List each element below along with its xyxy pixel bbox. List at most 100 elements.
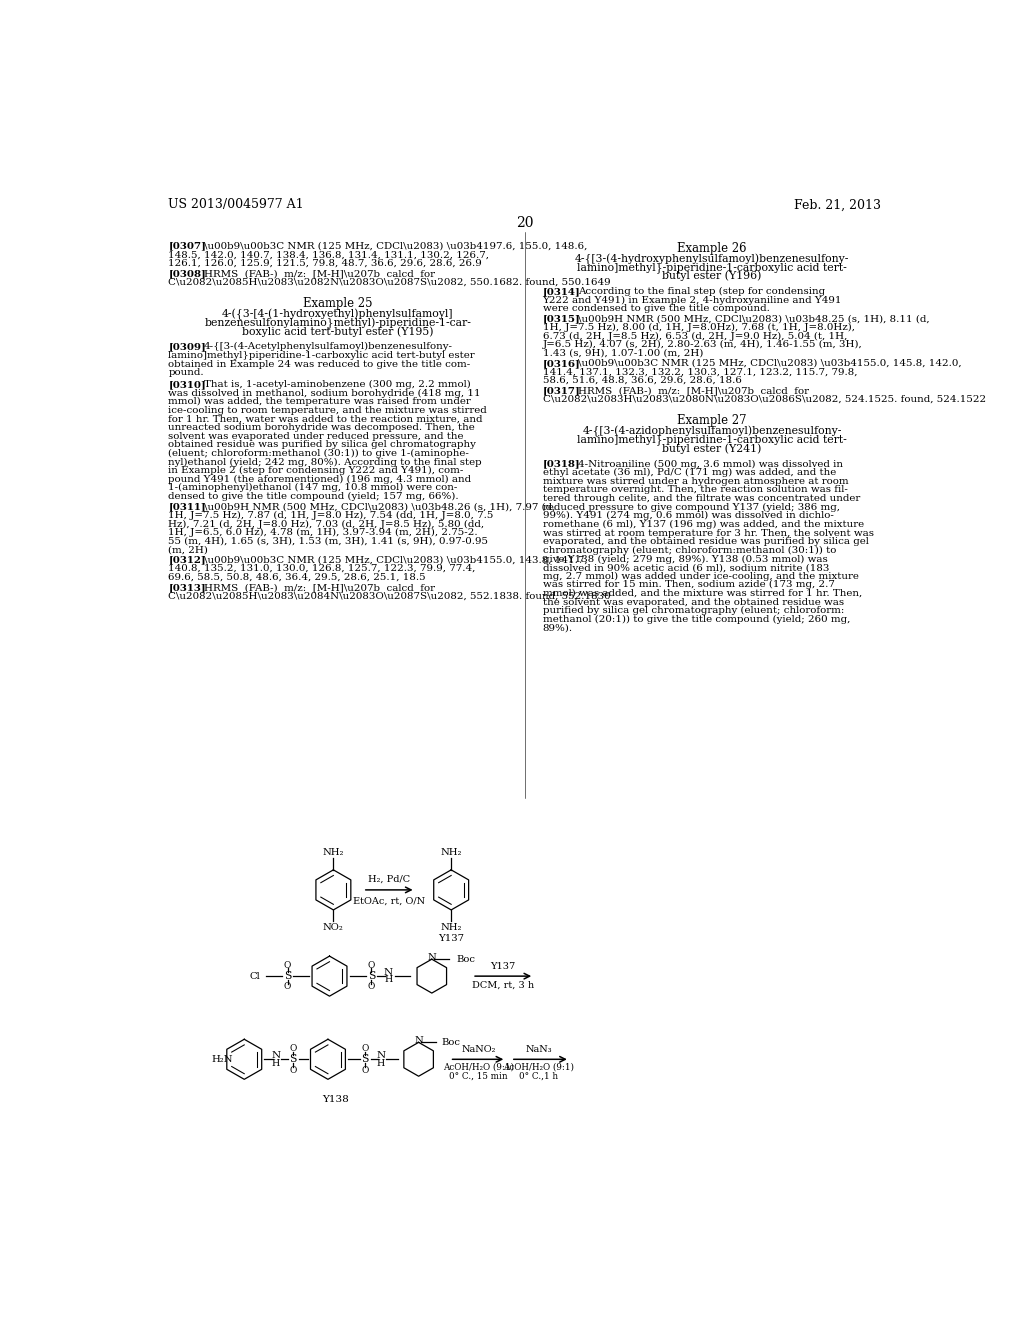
Text: reduced pressure to give compound Y137 (yield; 386 mg,: reduced pressure to give compound Y137 (… xyxy=(543,503,840,512)
Text: O: O xyxy=(284,961,292,970)
Text: 20: 20 xyxy=(516,216,534,230)
Text: AcOH/H₂O (9:1): AcOH/H₂O (9:1) xyxy=(443,1063,514,1072)
Text: chromatography (eluent; chloroform:methanol (30:1)) to: chromatography (eluent; chloroform:metha… xyxy=(543,546,836,554)
Text: O: O xyxy=(361,1044,369,1053)
Text: O: O xyxy=(368,961,375,970)
Text: Example 26: Example 26 xyxy=(677,242,746,255)
Text: According to the final step (step for condensing: According to the final step (step for co… xyxy=(579,286,825,296)
Text: AcOH/H₂O (9:1): AcOH/H₂O (9:1) xyxy=(503,1063,574,1072)
Text: H: H xyxy=(272,1059,281,1068)
Text: benzenesulfonylamino}methyl)-piperidine-1-car-: benzenesulfonylamino}methyl)-piperidine-… xyxy=(204,317,471,329)
Text: C\u2082\u2085H\u2083\u2084N\u2083O\u2087S\u2082, 552.1838. found, 552.1830: C\u2082\u2085H\u2083\u2084N\u2083O\u2087… xyxy=(168,591,611,601)
Text: (eluent; chloroform:methanol (30:1)) to give 1-(aminophe-: (eluent; chloroform:methanol (30:1)) to … xyxy=(168,449,469,458)
Text: the solvent was evaporated, and the obtained residue was: the solvent was evaporated, and the obta… xyxy=(543,598,844,607)
Text: romethane (6 ml), Y137 (196 mg) was added, and the mixture: romethane (6 ml), Y137 (196 mg) was adde… xyxy=(543,520,864,529)
Text: [0312]: [0312] xyxy=(168,556,206,565)
Text: in Example 2 (step for condensing Y222 and Y491), com-: in Example 2 (step for condensing Y222 a… xyxy=(168,466,464,475)
Text: pound.: pound. xyxy=(168,368,204,378)
Text: 69.6, 58.5, 50.8, 48.6, 36.4, 29.5, 28.6, 25.1, 18.5: 69.6, 58.5, 50.8, 48.6, 36.4, 29.5, 28.6… xyxy=(168,573,426,582)
Text: [0313]: [0313] xyxy=(168,583,206,591)
Text: Feb. 21, 2013: Feb. 21, 2013 xyxy=(795,198,882,211)
Text: purified by silica gel chromatography (eluent; chloroform:: purified by silica gel chromatography (e… xyxy=(543,606,844,615)
Text: was dissolved in methanol, sodium borohydride (418 mg, 11: was dissolved in methanol, sodium borohy… xyxy=(168,388,481,397)
Text: 1H, J=7.5 Hz), 7.87 (d, 1H, J=8.0 Hz), 7.54 (dd, 1H, J=8.0, 7.5: 1H, J=7.5 Hz), 7.87 (d, 1H, J=8.0 Hz), 7… xyxy=(168,511,494,520)
Text: That is, 1-acetyl-aminobenzene (300 mg, 2.2 mmol): That is, 1-acetyl-aminobenzene (300 mg, … xyxy=(204,380,471,389)
Text: S: S xyxy=(361,1055,369,1064)
Text: N: N xyxy=(271,1051,281,1060)
Text: 1H, J=6.5, 6.0 Hz), 4.78 (m, 1H), 3.97-3.94 (m, 2H), 2.75-2.: 1H, J=6.5, 6.0 Hz), 4.78 (m, 1H), 3.97-3… xyxy=(168,528,478,537)
Text: S: S xyxy=(290,1055,297,1064)
Text: 6.73 (d, 2H, J=8.5 Hz), 6.53 (d, 2H, J=9.0 Hz), 5.04 (t, 1H,: 6.73 (d, 2H, J=8.5 Hz), 6.53 (d, 2H, J=9… xyxy=(543,331,847,341)
Text: [0316]: [0316] xyxy=(543,359,581,368)
Text: was stirred at room temperature for 3 hr. Then, the solvent was: was stirred at room temperature for 3 hr… xyxy=(543,528,873,537)
Text: pound Y491 (the aforementioned) (196 mg, 4.3 mmol) and: pound Y491 (the aforementioned) (196 mg,… xyxy=(168,475,471,484)
Text: H₂N: H₂N xyxy=(212,1055,233,1064)
Text: NaNO₂: NaNO₂ xyxy=(462,1045,496,1053)
Text: 4-{[3-(4-azidophenylsulfamoyl)benzenesulfony-: 4-{[3-(4-azidophenylsulfamoyl)benzenesul… xyxy=(583,426,842,437)
Text: 1-(aminophenyl)ethanol (147 mg, 10.8 mmol) were con-: 1-(aminophenyl)ethanol (147 mg, 10.8 mmo… xyxy=(168,483,458,492)
Text: solvent was evaporated under reduced pressure, and the: solvent was evaporated under reduced pre… xyxy=(168,432,464,441)
Text: butyl ester (Y241): butyl ester (Y241) xyxy=(663,444,762,454)
Text: 4-{[3-(4-Acetylphenylsulfamoyl)benzenesulfony-: 4-{[3-(4-Acetylphenylsulfamoyl)benzenesu… xyxy=(204,342,453,351)
Text: [0310]: [0310] xyxy=(168,380,206,389)
Text: \u00b9\u00b3C NMR (125 MHz, CDCl\u2083) \u03b4155.0, 143.8, 141.7,: \u00b9\u00b3C NMR (125 MHz, CDCl\u2083) … xyxy=(204,556,588,565)
Text: nyl)ethanol (yield; 242 mg, 80%). According to the final step: nyl)ethanol (yield; 242 mg, 80%). Accord… xyxy=(168,458,482,466)
Text: lamino]methyl}piperidine-1-carboxylic acid tert-butyl ester: lamino]methyl}piperidine-1-carboxylic ac… xyxy=(168,351,475,360)
Text: Y222 and Y491) in Example 2, 4-hydroxyaniline and Y491: Y222 and Y491) in Example 2, 4-hydroxyan… xyxy=(543,296,842,305)
Text: C\u2082\u2083H\u2083\u2080N\u2083O\u2086S\u2082, 524.1525. found, 524.1522: C\u2082\u2083H\u2083\u2080N\u2083O\u2086… xyxy=(543,395,986,404)
Text: was stirred for 15 min. Then, sodium azide (173 mg, 2.7: was stirred for 15 min. Then, sodium azi… xyxy=(543,581,835,590)
Text: tered through celite, and the filtrate was concentrated under: tered through celite, and the filtrate w… xyxy=(543,494,860,503)
Text: [0314]: [0314] xyxy=(543,286,581,296)
Text: 141.4, 137.1, 132.3, 132.2, 130.3, 127.1, 123.2, 115.7, 79.8,: 141.4, 137.1, 132.3, 132.2, 130.3, 127.1… xyxy=(543,367,857,376)
Text: lamino]methyl}-piperidine-1-carboxylic acid tert-: lamino]methyl}-piperidine-1-carboxylic a… xyxy=(578,261,847,273)
Text: HRMS  (FAB-)  m/z:  [M-H]\u207b  calcd  for: HRMS (FAB-) m/z: [M-H]\u207b calcd for xyxy=(579,387,809,395)
Text: 89%).: 89%). xyxy=(543,623,572,632)
Text: \u00b9\u00b3C NMR (125 MHz, CDCl\u2083) \u03b4155.0, 145.8, 142.0,: \u00b9\u00b3C NMR (125 MHz, CDCl\u2083) … xyxy=(579,359,962,368)
Text: 1.43 (s, 9H), 1.07-1.00 (m, 2H): 1.43 (s, 9H), 1.07-1.00 (m, 2H) xyxy=(543,348,703,358)
Text: Y137: Y137 xyxy=(490,962,516,972)
Text: 58.6, 51.6, 48.8, 36.6, 29.6, 28.6, 18.6: 58.6, 51.6, 48.8, 36.6, 29.6, 28.6, 18.6 xyxy=(543,376,741,385)
Text: 126.1, 126.0, 125.9, 121.5, 79.8, 48.7, 36.6, 29.6, 28.6, 26.9: 126.1, 126.0, 125.9, 121.5, 79.8, 48.7, … xyxy=(168,259,482,268)
Text: ice-cooling to room temperature, and the mixture was stirred: ice-cooling to room temperature, and the… xyxy=(168,405,487,414)
Text: obtained in Example 24 was reduced to give the title com-: obtained in Example 24 was reduced to gi… xyxy=(168,359,471,368)
Text: H₂, Pd/C: H₂, Pd/C xyxy=(368,875,411,883)
Text: 99%). Y491 (274 mg, 0.6 mmol) was dissolved in dichlo-: 99%). Y491 (274 mg, 0.6 mmol) was dissol… xyxy=(543,511,834,520)
Text: [0311]: [0311] xyxy=(168,502,206,511)
Text: Cl: Cl xyxy=(249,972,260,981)
Text: NH₂: NH₂ xyxy=(323,847,344,857)
Text: Y138: Y138 xyxy=(323,1094,349,1104)
Text: O: O xyxy=(290,1065,297,1074)
Text: [0308]: [0308] xyxy=(168,269,206,279)
Text: for 1 hr. Then, water was added to the reaction mixture, and: for 1 hr. Then, water was added to the r… xyxy=(168,414,482,424)
Text: give Y138 (yield; 279 mg, 89%). Y138 (0.53 mmol) was: give Y138 (yield; 279 mg, 89%). Y138 (0.… xyxy=(543,554,827,564)
Text: NH₂: NH₂ xyxy=(440,847,462,857)
Text: EtOAc, rt, O/N: EtOAc, rt, O/N xyxy=(353,896,425,906)
Text: J=6.5 Hz), 4.07 (s, 2H), 2.80-2.63 (m, 4H), 1.46-1.55 (m, 3H),: J=6.5 Hz), 4.07 (s, 2H), 2.80-2.63 (m, 4… xyxy=(543,341,862,350)
Text: O: O xyxy=(284,982,292,991)
Text: NaN₃: NaN₃ xyxy=(525,1045,552,1053)
Text: 0° C., 15 min: 0° C., 15 min xyxy=(450,1072,508,1081)
Text: \u00b9H NMR (500 MHz, CDCl\u2083) \u03b48.25 (s, 1H), 8.11 (d,: \u00b9H NMR (500 MHz, CDCl\u2083) \u03b4… xyxy=(579,314,930,323)
Text: [0307]: [0307] xyxy=(168,242,206,251)
Text: temperature overnight. Then, the reaction solution was fil-: temperature overnight. Then, the reactio… xyxy=(543,486,848,495)
Text: DCM, rt, 3 h: DCM, rt, 3 h xyxy=(472,981,535,990)
Text: 1H, J=7.5 Hz), 8.00 (d, 1H, J=8.0Hz), 7.68 (t, 1H, J=8.0Hz),: 1H, J=7.5 Hz), 8.00 (d, 1H, J=8.0Hz), 7.… xyxy=(543,323,855,333)
Text: S: S xyxy=(284,972,292,981)
Text: O: O xyxy=(290,1044,297,1053)
Text: densed to give the title compound (yield; 157 mg, 66%).: densed to give the title compound (yield… xyxy=(168,492,459,502)
Text: N: N xyxy=(415,1036,423,1045)
Text: O: O xyxy=(368,982,375,991)
Text: mixture was stirred under a hydrogen atmosphere at room: mixture was stirred under a hydrogen atm… xyxy=(543,477,848,486)
Text: evaporated, and the obtained residue was purified by silica gel: evaporated, and the obtained residue was… xyxy=(543,537,868,546)
Text: 55 (m, 4H), 1.65 (s, 3H), 1.53 (m, 3H), 1.41 (s, 9H), 0.97-0.95: 55 (m, 4H), 1.65 (s, 3H), 1.53 (m, 3H), … xyxy=(168,537,488,545)
Text: 4-{[3-(4-hydroxyphenylsulfamoyl)benzenesulfony-: 4-{[3-(4-hydroxyphenylsulfamoyl)benzenes… xyxy=(574,253,849,264)
Text: N: N xyxy=(427,953,436,962)
Text: US 2013/0045977 A1: US 2013/0045977 A1 xyxy=(168,198,304,211)
Text: S: S xyxy=(368,972,375,981)
Text: [0318]: [0318] xyxy=(543,459,581,469)
Text: C\u2082\u2085H\u2083\u2082N\u2083O\u2087S\u2082, 550.1682. found, 550.1649: C\u2082\u2085H\u2083\u2082N\u2083O\u2087… xyxy=(168,277,611,286)
Text: boxylic acid tert-butyl ester (Y195): boxylic acid tert-butyl ester (Y195) xyxy=(242,326,433,337)
Text: \u00b9\u00b3C NMR (125 MHz, CDCl\u2083) \u03b4197.6, 155.0, 148.6,: \u00b9\u00b3C NMR (125 MHz, CDCl\u2083) … xyxy=(204,242,588,251)
Text: NO₂: NO₂ xyxy=(323,923,344,932)
Text: NH₂: NH₂ xyxy=(440,923,462,932)
